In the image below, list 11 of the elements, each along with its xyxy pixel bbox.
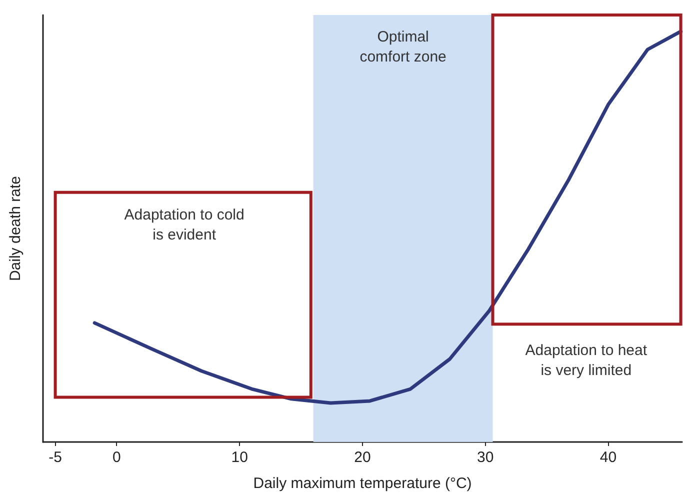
band-label: Optimal comfort zone [360, 28, 446, 66]
x-tick-label: 40 [600, 449, 617, 466]
x-tick-label: 0 [112, 449, 121, 466]
x-tick-label: -5 [48, 449, 62, 466]
annotation: Adaptation to cold is evident [124, 206, 244, 244]
annotation: Adaptation to heat is very limited [525, 342, 648, 379]
y-axis-title: Daily death rate [7, 176, 24, 282]
x-axis-title: Daily maximum temperature (°C) [253, 475, 472, 492]
x-tick-label: 20 [354, 449, 371, 466]
x-tick-label: 10 [231, 449, 248, 466]
x-tick-label: 30 [477, 449, 494, 466]
